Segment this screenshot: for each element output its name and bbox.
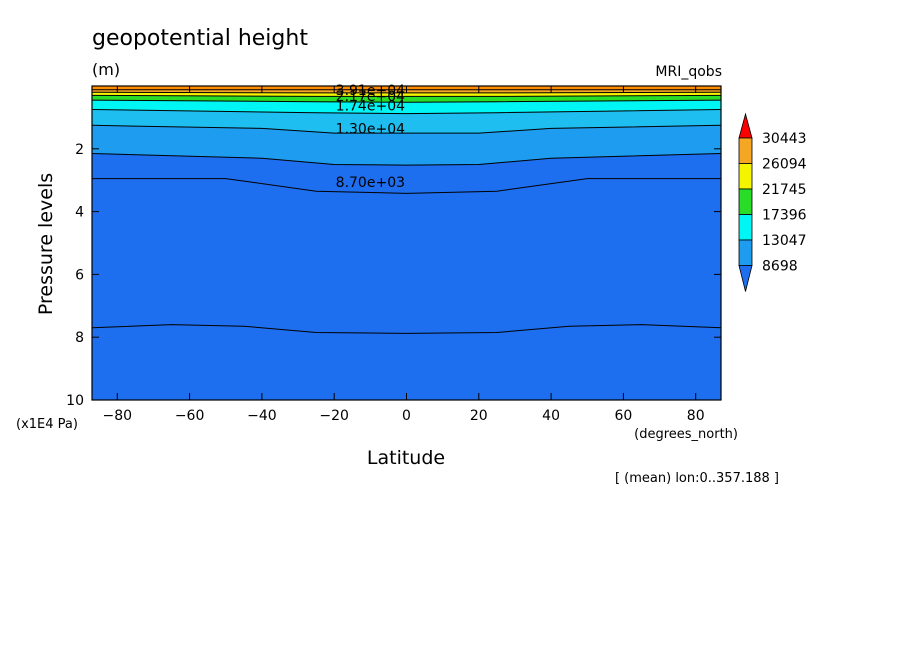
colorbar-segment xyxy=(738,188,753,215)
x-axis-label: Latitude xyxy=(367,447,445,469)
colorbar-label: 30443 xyxy=(762,131,807,147)
plot-area: 3.91e+042.17e+041.74e+04 1.30e+04 8.70e+03 xyxy=(91,83,722,401)
y-axis-unit: (x1E4 Pa) xyxy=(16,417,78,432)
x-axis-unit: (degrees_north) xyxy=(634,427,738,442)
y-tick-label: 6 xyxy=(75,267,84,283)
contour-label: 3.91e+04 xyxy=(336,83,405,99)
colorbar-max-triangle xyxy=(738,112,753,139)
x-tick-label: −60 xyxy=(175,408,205,424)
y-tick-label: 4 xyxy=(75,205,84,221)
colorbar-segment xyxy=(738,214,753,241)
x-tick-label: 20 xyxy=(470,408,488,424)
y-axis-label: Pressure levels xyxy=(35,173,57,315)
colorbar-label: 26094 xyxy=(762,157,807,173)
contour-label: 1.74e+04 xyxy=(336,98,405,114)
colorbar-segment xyxy=(738,137,753,164)
chart-units: (m) xyxy=(92,60,120,79)
contour-lines xyxy=(91,89,722,334)
colorbar-segment xyxy=(738,163,753,190)
x-tick-label: 60 xyxy=(614,408,632,424)
y-axis-ticks: 2 4 6 8 10 xyxy=(66,142,721,409)
contour-label: 2.17e+04 xyxy=(336,89,405,105)
x-tick-label: −20 xyxy=(319,408,349,424)
colorbar-segment xyxy=(738,239,753,266)
y-tick-label: 2 xyxy=(75,142,84,158)
x-tick-label: 40 xyxy=(542,408,560,424)
contour-line xyxy=(91,324,722,334)
y-tick-label: 8 xyxy=(75,330,84,346)
colorbar-label: 13047 xyxy=(762,233,807,249)
contour-label: 1.30e+04 xyxy=(336,121,405,137)
mean-note: [ (mean) lon:0..357.188 ] xyxy=(615,471,779,486)
x-tick-label: −80 xyxy=(103,408,133,424)
colorbar-label: 8698 xyxy=(762,259,798,275)
colorbar: 30443 26094 21745 17396 13047 8698 xyxy=(738,112,807,292)
contour-label: 8.70e+03 xyxy=(336,175,405,191)
colorbar-label: 17396 xyxy=(762,208,807,224)
contour-line xyxy=(92,178,721,194)
contour-line xyxy=(91,94,722,97)
contour-fills xyxy=(92,86,721,400)
y-tick-label: 10 xyxy=(66,393,84,409)
contour-line xyxy=(91,153,722,166)
chart-title: geopotential height xyxy=(92,26,308,51)
x-tick-label: −40 xyxy=(247,408,277,424)
contour-line xyxy=(91,109,722,115)
x-tick-label: 80 xyxy=(687,408,705,424)
colorbar-label: 21745 xyxy=(762,182,807,198)
colorbar-min-triangle xyxy=(738,265,753,292)
contour-line xyxy=(91,99,722,103)
x-axis-ticks: −80 −60 −40 −20 0 20 40 60 80 xyxy=(103,86,705,424)
x-tick-label: 0 xyxy=(402,408,411,424)
contour-labels: 3.91e+042.17e+041.74e+04 1.30e+04 8.70e+03 xyxy=(336,83,405,191)
contour-line xyxy=(91,124,722,134)
dataset-label: MRI_qobs xyxy=(655,64,722,80)
